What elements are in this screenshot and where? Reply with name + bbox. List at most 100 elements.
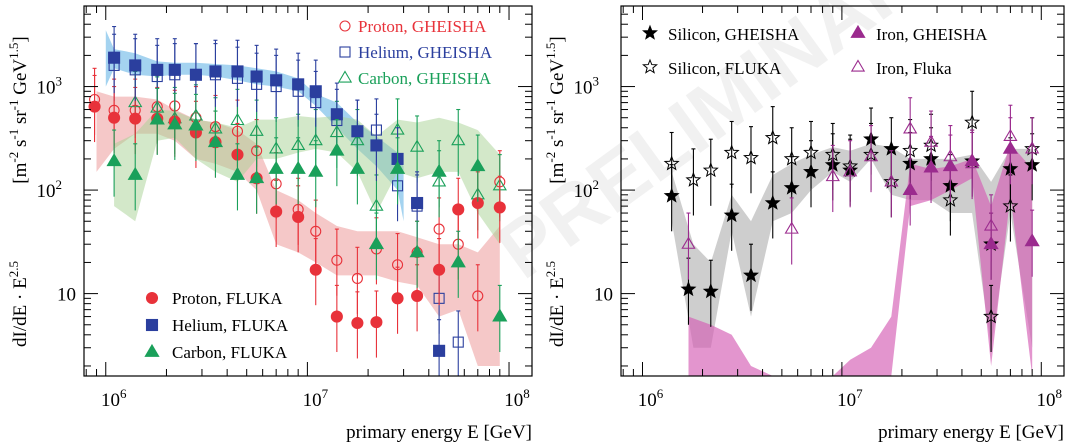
- data-point: [167, 116, 183, 130]
- legend-marker: [145, 318, 159, 332]
- series-iron-fluka: [681, 97, 1040, 280]
- data-point: [680, 280, 697, 297]
- y-tick-label: 10: [57, 285, 76, 306]
- data-point: [723, 144, 740, 160]
- data-point: [433, 263, 446, 276]
- plot-area: [663, 90, 1041, 376]
- data-point: [942, 191, 959, 207]
- data-point: [351, 316, 364, 330]
- x-tick-label: 107: [837, 386, 863, 411]
- data-point: [310, 225, 322, 237]
- data-point: [902, 181, 918, 195]
- data-point: [964, 114, 981, 130]
- data-point: [270, 74, 283, 87]
- data-point: [411, 289, 424, 302]
- data-point: [168, 63, 181, 76]
- legend-label: Silicon, FLUKA: [668, 59, 782, 78]
- data-point: [391, 292, 404, 305]
- legend-marker: [642, 58, 658, 74]
- data-point: [349, 160, 366, 174]
- data-point: [450, 254, 466, 268]
- data-point: [129, 59, 142, 72]
- data-point: [983, 308, 1000, 324]
- data-point: [351, 125, 364, 138]
- data-point: [433, 223, 445, 235]
- data-point: [108, 51, 121, 64]
- data-point: [268, 160, 284, 174]
- data-point: [685, 171, 702, 187]
- right-chart: 106 107 108 primary energy E [GeV] 10 102 103 d…: [543, 5, 1065, 443]
- data-point: [492, 308, 508, 322]
- legend-marker: [339, 20, 351, 32]
- legend-label: Helium, FLUKA: [172, 316, 289, 335]
- data-point: [743, 266, 759, 283]
- x-axis-label: primary energy E [GeV]: [346, 422, 532, 443]
- legend-label: Iron, Fluka: [876, 59, 952, 78]
- data-point: [351, 272, 363, 285]
- legend-label: Helium, GHEISHA: [358, 43, 493, 62]
- series-carbon-fluka: [106, 87, 508, 353]
- data-point: [129, 112, 142, 125]
- data-point: [331, 254, 343, 266]
- data-point: [764, 129, 781, 145]
- data-point: [764, 194, 781, 210]
- y-tick-label: 103: [574, 74, 600, 99]
- data-point: [270, 205, 283, 218]
- data-point: [903, 121, 918, 134]
- y-axis-unit: [m-2 s-1 sr-1 GeV1.5]: [6, 36, 31, 184]
- x-axis: 106 107 108 primary energy E [GeV]: [85, 6, 532, 443]
- plot-area: [88, 25, 508, 376]
- x-tick-label: 108: [504, 386, 530, 411]
- legend-marker: [339, 46, 351, 58]
- y-tick-label: 103: [37, 74, 63, 99]
- y-tick-label: 102: [574, 177, 600, 202]
- data-point: [431, 163, 447, 177]
- data-point: [663, 155, 680, 171]
- data-point: [329, 142, 345, 156]
- data-point: [151, 63, 164, 76]
- data-point: [309, 263, 322, 276]
- data-point: [249, 123, 264, 136]
- y-axis: 10 102 103 dI/dE · E2.5 [m-2 s-1 sr-1 GeV1.5…: [543, 5, 1064, 367]
- data-point: [843, 164, 858, 177]
- data-point: [943, 149, 958, 162]
- legend-label: Proton, FLUKA: [172, 289, 283, 308]
- data-point: [292, 78, 305, 91]
- data-point: [825, 169, 840, 182]
- data-point: [189, 68, 202, 81]
- legend-label: Proton, GHEISHA: [358, 17, 487, 36]
- data-point: [433, 344, 446, 357]
- data-point: [452, 203, 465, 216]
- data-point: [723, 206, 740, 223]
- data-point: [1002, 197, 1019, 213]
- data-point: [983, 218, 999, 231]
- data-point: [965, 156, 980, 169]
- data-point: [207, 134, 224, 148]
- data-point: [188, 117, 204, 131]
- data-point: [106, 153, 122, 167]
- data-point: [863, 149, 879, 162]
- data-point: [231, 65, 244, 78]
- legend-marker: [642, 24, 658, 40]
- uncertainty-band-silicon: [671, 143, 1033, 348]
- y-axis-unit: [m-2 s-1 sr-1 GeV1.5]: [543, 36, 568, 184]
- data-point: [1003, 128, 1018, 141]
- data-point: [108, 111, 121, 124]
- data-point: [229, 166, 246, 180]
- data-point: [803, 144, 819, 160]
- y-tick-label: 10: [594, 285, 613, 306]
- y-axis-label: dI/dE · E2.5: [543, 261, 568, 347]
- x-tick-label: 108: [1037, 386, 1063, 411]
- data-point: [783, 150, 800, 166]
- data-point: [472, 290, 484, 302]
- data-point: [1025, 141, 1040, 154]
- data-point: [411, 196, 424, 210]
- data-point: [308, 163, 324, 177]
- legend-marker: [145, 291, 159, 305]
- y-axis-label: dI/dE · E2.5: [6, 261, 31, 347]
- data-point: [884, 174, 899, 187]
- legend-label: Carbon, GHEISHA: [358, 69, 492, 88]
- data-point: [369, 198, 384, 211]
- data-point: [702, 161, 719, 178]
- x-axis: 106 107 108 primary energy E [GeV]: [622, 6, 1064, 443]
